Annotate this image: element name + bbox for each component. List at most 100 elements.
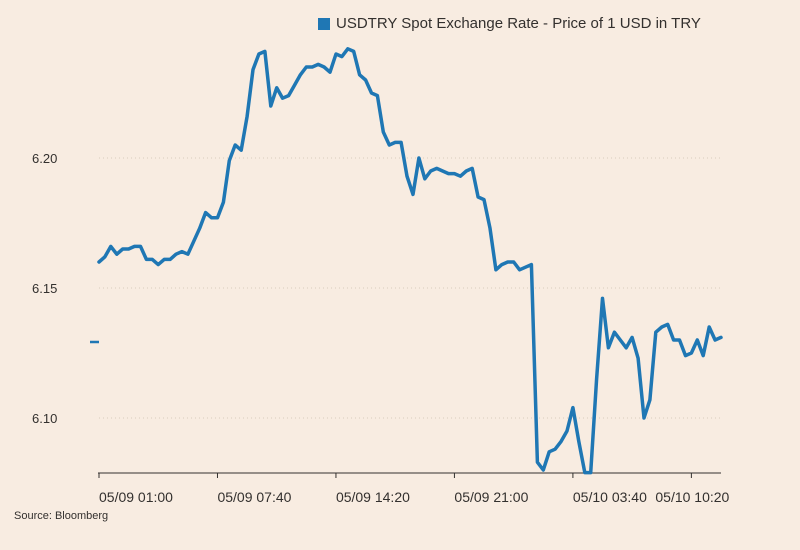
data-point bbox=[690, 352, 693, 354]
data-point bbox=[613, 331, 616, 334]
y-tick-label: 6.15 bbox=[32, 281, 57, 296]
data-point bbox=[471, 167, 474, 170]
data-point bbox=[601, 297, 604, 300]
data-point bbox=[560, 440, 562, 443]
data-point bbox=[228, 159, 231, 162]
data-point bbox=[655, 331, 657, 334]
data-point bbox=[506, 261, 509, 263]
data-point bbox=[447, 172, 450, 175]
series-line bbox=[97, 47, 723, 475]
data-point bbox=[216, 217, 219, 219]
data-point bbox=[388, 144, 391, 146]
data-point bbox=[435, 167, 438, 170]
data-point bbox=[193, 240, 195, 242]
data-point bbox=[110, 245, 112, 248]
data-point bbox=[684, 354, 687, 357]
data-point bbox=[204, 211, 207, 214]
legend: USDTRY Spot Exchange Rate - Price of 1 U… bbox=[318, 15, 701, 32]
data-point bbox=[163, 258, 165, 261]
data-point bbox=[619, 339, 622, 341]
data-point bbox=[157, 263, 159, 266]
data-point bbox=[352, 50, 355, 53]
series-group bbox=[97, 47, 723, 475]
grid-lines bbox=[99, 157, 721, 419]
x-tick-label: 05/10 10:20 bbox=[655, 489, 729, 505]
data-point bbox=[270, 105, 272, 107]
data-point bbox=[672, 339, 675, 341]
data-point bbox=[347, 48, 349, 50]
data-point bbox=[98, 261, 100, 263]
data-point bbox=[441, 170, 444, 172]
legend-swatch-icon bbox=[318, 17, 330, 30]
data-point bbox=[293, 84, 296, 86]
data-point bbox=[187, 253, 189, 255]
data-point bbox=[116, 253, 118, 255]
data-point bbox=[637, 357, 639, 360]
data-point bbox=[477, 196, 479, 198]
data-point bbox=[554, 448, 556, 451]
data-point bbox=[370, 92, 373, 94]
data-point bbox=[708, 326, 710, 328]
data-point bbox=[661, 326, 663, 328]
data-point bbox=[382, 131, 385, 133]
data-point bbox=[512, 261, 515, 263]
data-point bbox=[127, 248, 130, 250]
data-point bbox=[429, 170, 432, 172]
data-point bbox=[649, 399, 651, 401]
x-tick-label: 05/10 03:40 bbox=[573, 489, 647, 505]
legend-label: USDTRY Spot Exchange Rate - Price of 1 U… bbox=[336, 15, 701, 32]
data-point bbox=[678, 339, 681, 341]
source-note: Source: Bloomberg bbox=[14, 510, 109, 522]
data-point bbox=[364, 79, 367, 81]
data-point bbox=[258, 53, 260, 55]
data-point bbox=[489, 227, 491, 229]
data-point bbox=[264, 50, 266, 53]
data-point bbox=[589, 471, 592, 474]
data-point bbox=[631, 336, 633, 339]
data-point bbox=[643, 417, 645, 419]
data-point bbox=[584, 471, 586, 474]
data-point bbox=[720, 336, 722, 339]
data-point bbox=[305, 66, 308, 68]
data-point bbox=[572, 406, 574, 409]
x-tick-label: 05/09 07:40 bbox=[217, 489, 291, 505]
data-point bbox=[595, 378, 598, 380]
data-point bbox=[578, 440, 580, 443]
data-point bbox=[151, 258, 154, 261]
data-point bbox=[281, 97, 284, 99]
data-point bbox=[666, 323, 669, 326]
data-point bbox=[139, 245, 142, 248]
data-point bbox=[275, 87, 278, 89]
x-tick-label: 05/09 14:20 bbox=[336, 489, 410, 505]
data-point bbox=[702, 354, 704, 357]
data-point bbox=[376, 94, 379, 97]
data-point bbox=[329, 71, 331, 73]
data-point bbox=[210, 217, 213, 219]
data-point bbox=[121, 248, 124, 250]
data-point bbox=[530, 263, 533, 266]
data-point bbox=[299, 74, 302, 76]
data-point bbox=[412, 193, 414, 196]
data-point bbox=[495, 269, 497, 271]
data-point bbox=[104, 255, 106, 258]
data-point bbox=[317, 63, 320, 66]
data-point bbox=[323, 66, 325, 68]
data-point bbox=[453, 172, 456, 175]
data-point bbox=[175, 253, 177, 255]
y-tick-label: 6.10 bbox=[32, 411, 57, 426]
data-point bbox=[607, 347, 610, 349]
data-point bbox=[566, 430, 568, 432]
data-point bbox=[625, 347, 627, 349]
data-point bbox=[483, 198, 485, 201]
y-tick-label: 6.20 bbox=[32, 151, 57, 166]
data-point bbox=[222, 201, 225, 203]
data-point bbox=[536, 461, 539, 464]
data-point bbox=[518, 269, 521, 271]
data-point bbox=[424, 178, 426, 180]
data-point bbox=[133, 245, 136, 248]
data-point bbox=[696, 339, 699, 341]
data-point bbox=[394, 141, 397, 144]
data-point bbox=[311, 66, 314, 68]
data-point bbox=[145, 258, 148, 261]
data-point bbox=[335, 53, 337, 55]
